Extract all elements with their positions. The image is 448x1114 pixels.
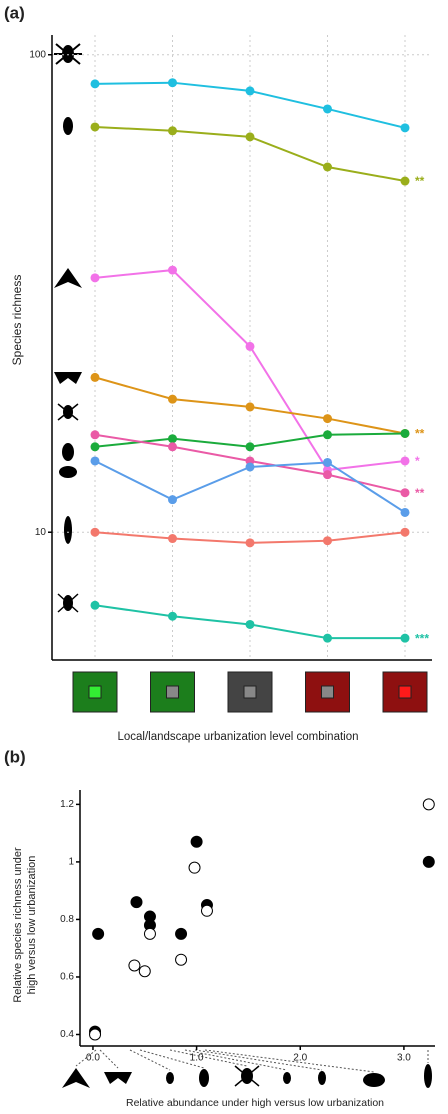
category-box-inner — [243, 685, 257, 699]
data-point — [130, 896, 143, 909]
data-point — [400, 456, 410, 466]
data-point — [175, 953, 188, 966]
y-tick-label: 0.8 — [60, 914, 74, 925]
category-box-inner — [321, 685, 334, 699]
x-axis-label: Local/landscape urbanization level combi… — [117, 731, 358, 743]
data-point — [92, 927, 105, 940]
data-point — [168, 434, 177, 444]
data-point — [323, 430, 332, 440]
data-point — [168, 442, 177, 452]
data-point — [90, 273, 100, 283]
data-point — [168, 394, 177, 404]
significance-label: ** — [415, 174, 425, 188]
data-point — [323, 470, 332, 480]
data-point — [190, 835, 203, 848]
data-point — [323, 633, 332, 643]
y-tick-label: 1 — [68, 857, 74, 868]
data-point — [422, 855, 435, 868]
data-point — [400, 507, 410, 517]
x-axis-label: Relative abundance under high versus low… — [126, 1097, 384, 1109]
y-tick-label: 0.4 — [60, 1029, 74, 1040]
data-point — [245, 341, 255, 351]
data-point — [245, 619, 255, 629]
data-point — [128, 959, 141, 972]
significance-label: *** — [415, 631, 429, 645]
significance-label: * — [415, 454, 420, 468]
significance-label: ** — [415, 427, 425, 441]
data-point — [138, 965, 151, 978]
data-point — [90, 372, 100, 382]
data-point — [400, 488, 410, 498]
y-tick-label: 0.6 — [60, 972, 74, 983]
category-box-inner — [88, 685, 102, 699]
data-point — [175, 927, 188, 940]
y-tick-label: 1.2 — [60, 799, 74, 810]
data-point — [400, 123, 410, 133]
data-point — [323, 457, 332, 467]
data-point — [143, 927, 156, 940]
data-point — [188, 861, 201, 874]
data-point — [400, 633, 410, 643]
y-axis-label: high versus low urbanization — [26, 856, 38, 995]
data-point — [400, 527, 410, 537]
data-point — [168, 611, 177, 621]
data-point — [168, 495, 177, 505]
x-tick-label: 0.0 — [86, 1053, 100, 1064]
data-point — [143, 910, 156, 923]
organism-icons — [62, 1064, 432, 1088]
data-point — [90, 79, 100, 89]
data-point — [323, 162, 332, 172]
panel-label: (a) — [4, 3, 25, 22]
organism-icons — [54, 43, 82, 613]
data-point — [245, 86, 255, 96]
y-tick-label: 100 — [29, 49, 46, 60]
data-point — [245, 462, 255, 472]
significance-label: ** — [415, 486, 425, 500]
category-box-inner — [166, 685, 179, 699]
data-point — [400, 176, 410, 186]
data-point — [245, 538, 255, 548]
data-point — [90, 456, 100, 466]
data-point — [90, 442, 100, 452]
x-tick-label: 3.0 — [397, 1053, 411, 1064]
data-point — [89, 1028, 102, 1041]
data-point — [245, 132, 255, 142]
data-point — [90, 430, 100, 440]
data-point — [245, 442, 255, 452]
data-point — [90, 600, 100, 610]
icon-leaders — [75, 1049, 429, 1073]
y-axis-label: Species richness — [10, 275, 24, 366]
data-point — [323, 104, 332, 114]
data-point — [245, 402, 255, 412]
data-point — [323, 414, 332, 424]
category-box-inner — [398, 685, 412, 699]
data-point — [323, 536, 332, 546]
y-axis-label: Relative species richness under — [12, 847, 24, 1003]
x-tick-label: 1.0 — [190, 1053, 204, 1064]
data-point — [90, 122, 100, 132]
panel-label: (b) — [4, 747, 26, 766]
data-point — [168, 265, 177, 275]
x-tick-label: 2.0 — [293, 1053, 307, 1064]
data-point — [168, 126, 177, 136]
data-point — [200, 904, 213, 917]
y-tick-label: 10 — [35, 527, 47, 538]
data-point — [400, 428, 410, 438]
data-point — [168, 78, 177, 88]
data-point — [422, 798, 435, 811]
data-point — [90, 527, 100, 537]
data-point — [168, 534, 177, 544]
